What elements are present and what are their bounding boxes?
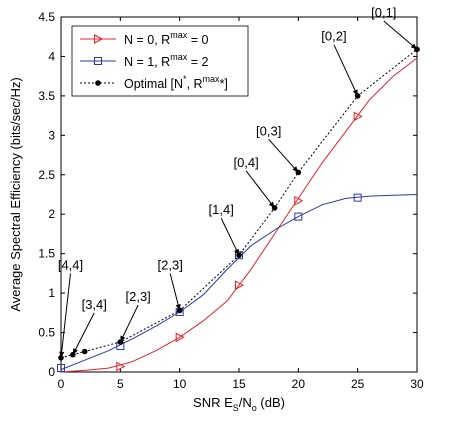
axis-ticks: 0 5 10 15 20 25 30 0 0.5 1 1.5 2 2.5 3 3.5 4 4.5 — [38, 10, 424, 391]
y-tick-label: 1.5 — [38, 247, 55, 261]
x-tick-label: 25 — [351, 377, 365, 391]
annotation-arrowhead-4 — [234, 248, 239, 256]
annotation-label-4: [1,4] — [209, 202, 234, 217]
annotation-arrowhead-0 — [59, 351, 65, 358]
annotation-arrow-0 — [60, 273, 71, 358]
legend-entry-2: Optimal [N*, Rmax*] — [124, 74, 228, 91]
x-tick-label: 30 — [410, 377, 424, 391]
annotation-label-7: [0,2] — [321, 29, 346, 44]
annotation-arrowhead-1 — [72, 348, 78, 355]
x-tick-label: 10 — [173, 377, 187, 391]
legend: N = 0, Rmax = 0 N = 1, Rmax = 2 Optimal … — [71, 25, 249, 97]
series-1-marker — [235, 251, 243, 260]
series-2-marker — [81, 348, 88, 355]
y-tick-label: 4 — [48, 49, 55, 63]
y-axis-label: Average Spectral Efficiency (bits/sec/Hz… — [8, 77, 23, 311]
y-tick-label: 0.5 — [38, 326, 55, 340]
x-tick-label: 0 — [58, 377, 65, 391]
series-2-line — [60, 48, 418, 359]
y-tick-label: 4.5 — [38, 10, 55, 24]
annotation-label-1: [3,4] — [82, 297, 107, 312]
y-tick-label: 3 — [48, 128, 55, 142]
legend-swatch-marker-0 — [94, 34, 104, 44]
series-0-marker — [235, 280, 245, 291]
annotation-arrow-8 — [383, 20, 418, 50]
x-axis-label: SNR ES/No (dB) — [193, 395, 285, 413]
annotation-label-0: [4,4] — [58, 257, 83, 272]
y-tick-label: 3.5 — [38, 89, 55, 103]
annotation-label-8: [0,1] — [371, 5, 396, 20]
series-0-marker — [175, 332, 185, 343]
annotation-arrow-3 — [169, 273, 181, 311]
annotations-group: [4,4] [3,4] [2,3] [2,3] [1,4] [0,4] [0,3] [0,2]… — [58, 5, 418, 358]
annotation-arrow-6 — [268, 138, 299, 173]
series-1-marker — [294, 212, 303, 221]
series-group — [57, 46, 420, 373]
annotation-arrow-7 — [333, 44, 359, 97]
annotation-arrow-5 — [245, 170, 275, 209]
legend-swatch-marker-2 — [95, 80, 101, 86]
y-tick-label: 2.5 — [38, 168, 55, 182]
legend-entry-0: N = 0, Rmax = 0 — [124, 30, 208, 47]
annotation-label-5: [0,4] — [233, 155, 258, 170]
annotation-arrowhead-2 — [120, 335, 126, 343]
x-tick-label: 20 — [292, 377, 306, 391]
legend-swatches — [80, 34, 116, 86]
series-0-marker — [353, 111, 363, 122]
annotation-arrow-1 — [72, 312, 95, 355]
series-0-marker — [294, 195, 304, 206]
legend-entry-1: N = 1, Rmax = 2 — [124, 52, 208, 69]
annotation-label-3: [2,3] — [158, 257, 183, 272]
annotation-arrowhead-8 — [410, 43, 417, 50]
annotation-arrowhead-7 — [352, 89, 358, 96]
annotation-arrowhead-5 — [268, 201, 275, 208]
annotation-label-6: [0,3] — [256, 123, 281, 138]
annotation-arrow-2 — [119, 304, 139, 343]
annotation-arrowhead-3 — [175, 304, 181, 311]
x-tick-label: 15 — [232, 377, 246, 391]
series-1-marker — [353, 193, 362, 202]
y-tick-label: 1 — [48, 286, 55, 300]
annotation-arrowhead-6 — [292, 166, 299, 173]
series-0-marker — [116, 361, 126, 372]
series-1-marker — [57, 364, 65, 373]
y-tick-label: 2 — [48, 207, 55, 221]
annotation-arrow-4 — [220, 218, 240, 256]
annotation-label-2: [2,3] — [125, 289, 150, 304]
legend-swatch-marker-1 — [94, 57, 102, 65]
x-tick-label: 5 — [117, 377, 124, 391]
y-tick-label: 0 — [48, 365, 55, 379]
